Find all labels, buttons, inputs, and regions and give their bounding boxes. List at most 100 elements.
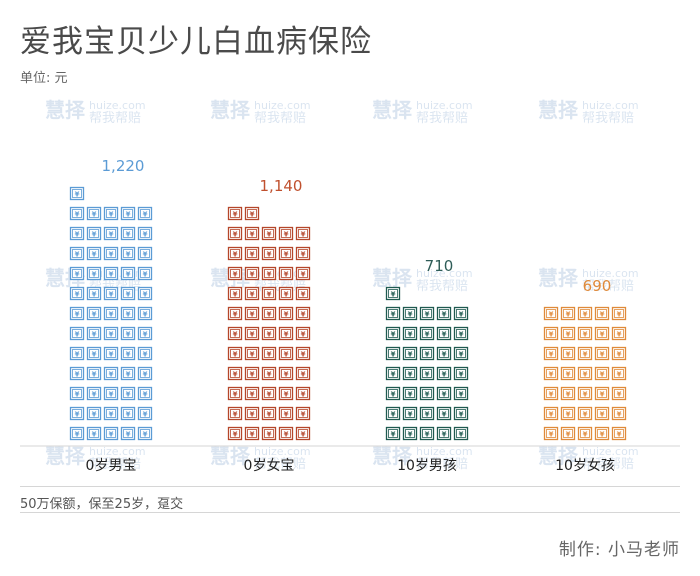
yuan-bill-icon: ¥ bbox=[278, 406, 294, 421]
yuan-bill-icon: ¥ bbox=[577, 406, 593, 421]
yuan-bill-icon: ¥ bbox=[86, 346, 102, 361]
svg-text:¥: ¥ bbox=[126, 411, 131, 419]
svg-text:¥: ¥ bbox=[92, 251, 97, 259]
svg-text:¥: ¥ bbox=[75, 371, 80, 379]
svg-text:¥: ¥ bbox=[408, 391, 413, 399]
yuan-bill-icon: ¥ bbox=[86, 226, 102, 241]
yuan-bill-icon: ¥ bbox=[103, 206, 119, 221]
yuan-bill-icon: ¥ bbox=[227, 306, 243, 321]
yuan-bill-icon: ¥ bbox=[611, 326, 627, 341]
yuan-bill-icon: ¥ bbox=[295, 246, 311, 261]
yuan-bill-icon: ¥ bbox=[436, 326, 452, 341]
yuan-bill-icon: ¥ bbox=[453, 426, 469, 441]
bar-group-1: ¥ ¥ ¥ ¥ ¥ ¥ ¥ ¥ ¥ ¥ ¥ ¥ ¥ ¥ ¥ ¥ ¥ ¥ ¥ ¥ ¥ ¥ ¥ ¥ ¥ ¥ ¥ ¥ ¥ ¥ ¥ ¥ ¥ ¥ ¥ ¥ ¥ ¥ ¥ ¥… bbox=[69, 186, 153, 441]
yuan-bill-icon: ¥ bbox=[244, 366, 260, 381]
svg-text:¥: ¥ bbox=[617, 351, 622, 359]
yuan-bill-icon: ¥ bbox=[278, 286, 294, 301]
svg-text:¥: ¥ bbox=[250, 391, 255, 399]
yuan-bill-icon: ¥ bbox=[278, 366, 294, 381]
svg-text:¥: ¥ bbox=[109, 331, 114, 339]
svg-text:¥: ¥ bbox=[408, 311, 413, 319]
yuan-bill-icon: ¥ bbox=[103, 266, 119, 281]
svg-text:¥: ¥ bbox=[600, 391, 605, 399]
yuan-bill-icon: ¥ bbox=[543, 346, 559, 361]
yuan-bill-icon: ¥ bbox=[261, 346, 277, 361]
yuan-bill-icon: ¥ bbox=[402, 366, 418, 381]
yuan-bill-icon: ¥ bbox=[261, 286, 277, 301]
yuan-bill-icon: ¥ bbox=[227, 326, 243, 341]
svg-text:¥: ¥ bbox=[233, 251, 238, 259]
svg-text:¥: ¥ bbox=[617, 311, 622, 319]
yuan-bill-icon: ¥ bbox=[543, 426, 559, 441]
svg-text:¥: ¥ bbox=[109, 251, 114, 259]
yuan-bill-icon: ¥ bbox=[227, 386, 243, 401]
svg-text:¥: ¥ bbox=[126, 211, 131, 219]
svg-text:¥: ¥ bbox=[566, 371, 571, 379]
yuan-bill-icon: ¥ bbox=[120, 286, 136, 301]
svg-text:¥: ¥ bbox=[109, 371, 114, 379]
svg-text:¥: ¥ bbox=[267, 331, 272, 339]
yuan-bill-icon: ¥ bbox=[227, 206, 243, 221]
yuan-bill-icon: ¥ bbox=[227, 226, 243, 241]
svg-text:¥: ¥ bbox=[143, 291, 148, 299]
yuan-bill-icon: ¥ bbox=[436, 366, 452, 381]
svg-text:¥: ¥ bbox=[250, 271, 255, 279]
divider-bottom bbox=[20, 512, 680, 513]
svg-text:¥: ¥ bbox=[143, 371, 148, 379]
yuan-bill-icon: ¥ bbox=[137, 286, 153, 301]
yuan-bill-icon: ¥ bbox=[227, 286, 243, 301]
yuan-bill-icon: ¥ bbox=[278, 426, 294, 441]
yuan-bill-icon: ¥ bbox=[261, 306, 277, 321]
svg-text:¥: ¥ bbox=[267, 371, 272, 379]
value-label: 1,220 bbox=[102, 157, 145, 175]
yuan-bill-icon: ¥ bbox=[137, 326, 153, 341]
yuan-bill-icon: ¥ bbox=[69, 366, 85, 381]
svg-text:¥: ¥ bbox=[583, 351, 588, 359]
svg-text:¥: ¥ bbox=[284, 231, 289, 239]
yuan-bill-icon: ¥ bbox=[436, 346, 452, 361]
svg-text:¥: ¥ bbox=[549, 411, 554, 419]
svg-text:¥: ¥ bbox=[233, 391, 238, 399]
svg-text:¥: ¥ bbox=[442, 411, 447, 419]
yuan-bill-icon: ¥ bbox=[577, 326, 593, 341]
svg-text:¥: ¥ bbox=[391, 411, 396, 419]
svg-text:¥: ¥ bbox=[143, 331, 148, 339]
yuan-bill-icon: ¥ bbox=[611, 386, 627, 401]
yuan-bill-icon: ¥ bbox=[453, 386, 469, 401]
svg-text:¥: ¥ bbox=[284, 411, 289, 419]
yuan-bill-icon: ¥ bbox=[120, 426, 136, 441]
yuan-bill-icon: ¥ bbox=[261, 246, 277, 261]
svg-text:¥: ¥ bbox=[459, 331, 464, 339]
yuan-bill-icon: ¥ bbox=[543, 326, 559, 341]
yuan-bill-icon: ¥ bbox=[86, 246, 102, 261]
svg-text:¥: ¥ bbox=[617, 411, 622, 419]
yuan-bill-icon: ¥ bbox=[137, 266, 153, 281]
yuan-bill-icon: ¥ bbox=[611, 406, 627, 421]
svg-text:¥: ¥ bbox=[126, 351, 131, 359]
svg-text:¥: ¥ bbox=[301, 411, 306, 419]
yuan-bill-icon: ¥ bbox=[244, 406, 260, 421]
yuan-bill-icon: ¥ bbox=[402, 326, 418, 341]
yuan-bill-icon: ¥ bbox=[295, 406, 311, 421]
yuan-bill-icon: ¥ bbox=[577, 346, 593, 361]
yuan-bill-icon: ¥ bbox=[120, 346, 136, 361]
svg-text:¥: ¥ bbox=[267, 251, 272, 259]
yuan-bill-icon: ¥ bbox=[86, 366, 102, 381]
yuan-bill-icon: ¥ bbox=[611, 366, 627, 381]
yuan-bill-icon: ¥ bbox=[385, 406, 401, 421]
svg-text:¥: ¥ bbox=[408, 411, 413, 419]
svg-text:¥: ¥ bbox=[301, 291, 306, 299]
yuan-bill-icon: ¥ bbox=[436, 406, 452, 421]
svg-text:¥: ¥ bbox=[250, 251, 255, 259]
svg-text:¥: ¥ bbox=[442, 431, 447, 439]
value-label: 1,140 bbox=[260, 177, 303, 195]
svg-text:¥: ¥ bbox=[583, 431, 588, 439]
yuan-bill-icon: ¥ bbox=[137, 226, 153, 241]
svg-text:¥: ¥ bbox=[92, 351, 97, 359]
yuan-bill-icon: ¥ bbox=[295, 286, 311, 301]
yuan-bill-icon: ¥ bbox=[120, 266, 136, 281]
yuan-bill-icon: ¥ bbox=[227, 266, 243, 281]
yuan-bill-icon: ¥ bbox=[402, 346, 418, 361]
yuan-bill-icon: ¥ bbox=[594, 326, 610, 341]
yuan-bill-icon: ¥ bbox=[560, 326, 576, 341]
